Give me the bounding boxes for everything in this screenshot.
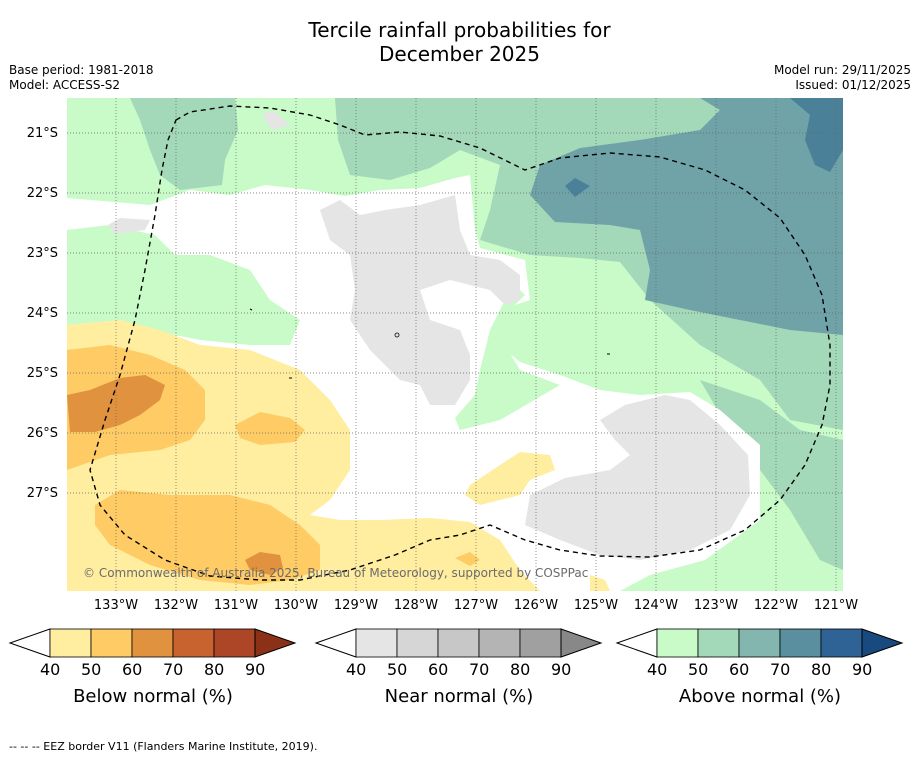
colorbar-near-swatch xyxy=(519,628,562,658)
colorbar-near-tick: 50 xyxy=(387,660,408,679)
eez-footnote: -- -- -- EEZ border V11 (Flanders Marine… xyxy=(9,740,318,753)
colorbar-above-tick: 60 xyxy=(729,660,750,679)
lon-label: 127°W xyxy=(453,598,499,613)
below-50-mid xyxy=(235,412,305,445)
model-run-text: Model run: 29/11/2025 xyxy=(773,63,911,77)
colorbar-above-tick: 50 xyxy=(688,660,709,679)
below-40-spot xyxy=(465,452,555,505)
colorbar-near-swatch xyxy=(355,628,398,658)
above-60-region xyxy=(530,98,843,335)
colorbar-above-tick: 90 xyxy=(852,660,873,679)
meta-left: Base period: 1981-2018 Model: ACCESS-S2 xyxy=(9,63,154,93)
colorbar-near-swatch xyxy=(437,628,480,658)
above-60-right xyxy=(765,238,843,290)
map-title: Tercile rainfall probabilities for Decem… xyxy=(0,18,919,66)
title-line-1: Tercile rainfall probabilities for xyxy=(308,18,611,42)
colorbar-above-swatch xyxy=(697,628,740,658)
colorbar-near-swatch xyxy=(478,628,521,658)
meta-right: Model run: 29/11/2025 Issued: 01/12/2025 xyxy=(774,63,911,93)
above-70-spot xyxy=(565,178,590,197)
near-normal-small xyxy=(262,110,290,130)
colorbar-above-max-arrow xyxy=(861,628,904,658)
lon-label: 128°W xyxy=(393,598,439,613)
colorbar-below-tick: 80 xyxy=(204,660,225,679)
colorbar-below xyxy=(8,628,297,658)
colorbar-near-label: Near normal (%) xyxy=(384,686,534,707)
below-60-bottom xyxy=(245,552,283,575)
lon-label: 133°W xyxy=(93,598,139,613)
colorbar-below-swatch xyxy=(131,628,174,658)
colorbar-above-swatch xyxy=(738,628,781,658)
lat-label: 26°S xyxy=(26,426,58,441)
below-50-small xyxy=(455,552,480,566)
colorbar-above-tick: 80 xyxy=(811,660,832,679)
copyright-text: © Commonwealth of Australia 2025, Bureau… xyxy=(83,566,588,580)
lat-label: 22°S xyxy=(26,186,58,201)
colorbar-below-swatch xyxy=(49,628,92,658)
colorbar-below-tick: 90 xyxy=(245,660,266,679)
above-40-center-strip xyxy=(425,270,560,430)
island-marker xyxy=(249,308,253,311)
colorbar-near-tick: 70 xyxy=(469,660,490,679)
lat-label: 21°S xyxy=(26,126,58,141)
colorbar-below-tick: 50 xyxy=(81,660,102,679)
colorbar-below-min-arrow xyxy=(8,628,51,658)
colorbar-below-max-arrow xyxy=(254,628,297,658)
colorbar-above-swatch xyxy=(779,628,822,658)
colorbar-near-tick: 60 xyxy=(428,660,449,679)
colorbar-near-tick: 40 xyxy=(346,660,367,679)
island-marker xyxy=(394,332,400,338)
colorbar-above-tick: 40 xyxy=(647,660,668,679)
title-line-2: December 2025 xyxy=(379,42,540,66)
colorbar-near-swatch xyxy=(396,628,439,658)
map-fill-layer xyxy=(67,98,843,591)
colorbar-near-tick: 80 xyxy=(510,660,531,679)
lat-label: 24°S xyxy=(26,306,58,321)
lat-label: 27°S xyxy=(26,486,58,501)
colorbar-below-tick: 60 xyxy=(122,660,143,679)
near-normal-topleft xyxy=(108,218,150,234)
near-normal-right xyxy=(525,395,750,560)
colorbar-below-tick: 70 xyxy=(163,660,184,679)
lon-label: 125°W xyxy=(573,598,619,613)
lon-label: 123°W xyxy=(693,598,739,613)
lon-label: 130°W xyxy=(273,598,319,613)
below-40-bottom-right xyxy=(590,575,610,591)
near-normal-center xyxy=(320,195,520,405)
above-70-region xyxy=(790,98,843,172)
lon-label: 131°W xyxy=(213,598,259,613)
lon-label: 124°W xyxy=(633,598,679,613)
lat-label: 25°S xyxy=(26,366,58,381)
colorbar-above xyxy=(615,628,904,658)
lon-label: 129°W xyxy=(333,598,379,613)
colorbar-below-label: Below normal (%) xyxy=(73,686,233,707)
colorbar-near xyxy=(314,628,603,658)
lat-label: 23°S xyxy=(26,246,58,261)
colorbar-above-swatch xyxy=(820,628,863,658)
lon-label: 132°W xyxy=(153,598,199,613)
colorbar-above-swatch xyxy=(656,628,699,658)
colorbar-below-swatch xyxy=(213,628,256,658)
colorbar-below-tick: 40 xyxy=(40,660,61,679)
colorbar-below-swatch xyxy=(90,628,133,658)
gridlines xyxy=(67,98,843,591)
model-text: Model: ACCESS-S2 xyxy=(9,78,121,92)
lon-label: 126°W xyxy=(513,598,559,613)
colorbar-above-tick: 70 xyxy=(770,660,791,679)
colorbar-below-swatch xyxy=(172,628,215,658)
above-40-left-lobe xyxy=(67,225,300,345)
colorbar-near-max-arrow xyxy=(560,628,603,658)
above-50-topleft xyxy=(130,98,238,190)
colorbar-near-tick: 90 xyxy=(551,660,572,679)
issued-text: Issued: 01/12/2025 xyxy=(795,78,911,92)
colorbar-above-label: Above normal (%) xyxy=(678,686,842,707)
rainfall-map: © Commonwealth of Australia 2025, Bureau… xyxy=(67,98,843,591)
below-60-region xyxy=(67,375,165,432)
colorbar-above-min-arrow xyxy=(615,628,658,658)
colorbar-near-min-arrow xyxy=(314,628,357,658)
base-period-text: Base period: 1981-2018 xyxy=(9,63,154,77)
lon-label: 122°W xyxy=(753,598,799,613)
lon-label: 121°W xyxy=(813,598,859,613)
